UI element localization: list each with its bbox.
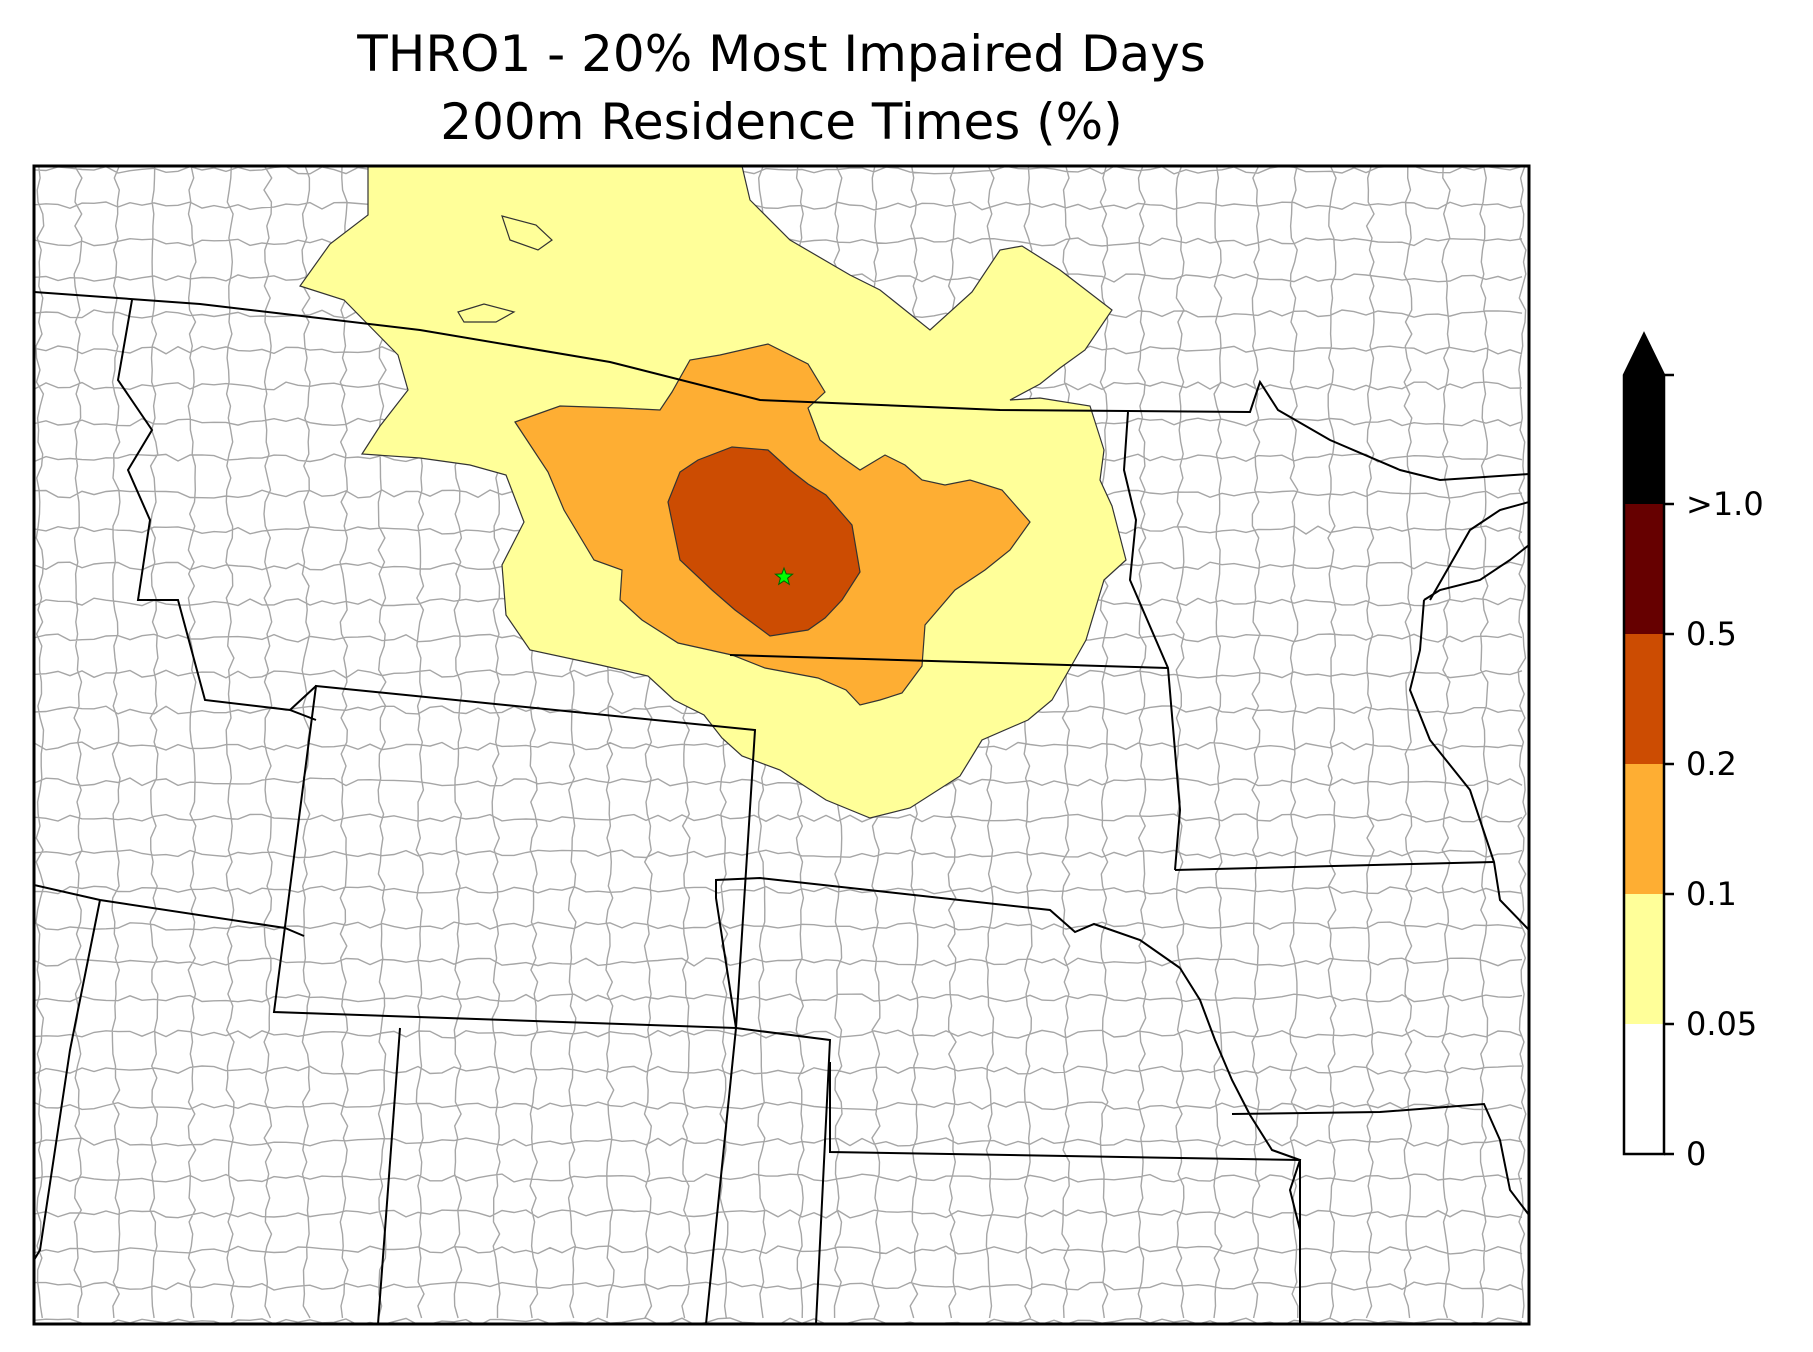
colorbar-segment [1624,764,1664,894]
colorbar-segment [1624,634,1664,764]
site-marker-star-icon [774,566,794,586]
colorbar-segment [1624,1024,1664,1154]
colorbar-tick-label: 0.2 [1686,745,1737,783]
chart-title: THRO1 - 20% Most Impaired Days [357,25,1206,83]
colorbar-tick-label: 0.1 [1686,875,1737,913]
map-frame [32,164,1531,1326]
colorbar: 0 0.05 0.1 0.2 0.5 >1.0 [1622,331,1764,1173]
colorbar-tick-label: >1.0 [1686,485,1764,523]
colorbar-outline [1622,331,1666,1156]
colorbar-extend-arrow [1624,334,1664,504]
map-area [34,166,1529,1324]
state-borders [34,291,1529,1324]
colorbar-tick-label: 0.5 [1686,615,1737,653]
chart-subtitle: 200m Residence Times (%) [440,93,1123,151]
colorbar-tick-label: 0.05 [1686,1005,1757,1043]
colorbar-tick-label: 0 [1686,1135,1706,1173]
colorbar-segment [1624,894,1664,1024]
colorbar-segment [1624,504,1664,634]
